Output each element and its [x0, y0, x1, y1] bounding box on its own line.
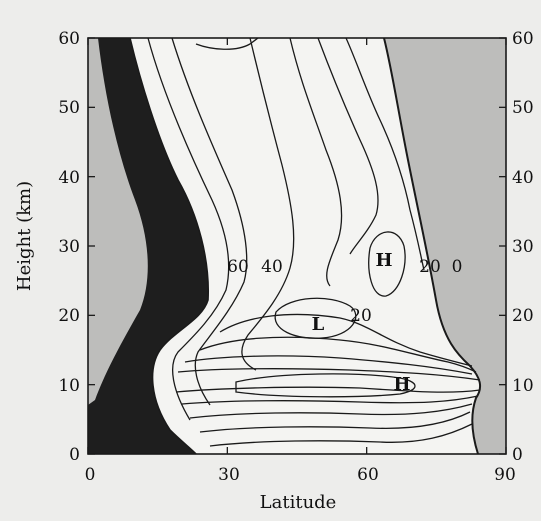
contour-label: 60: [227, 257, 249, 277]
y-tick-left-label: 0: [69, 445, 80, 465]
y-tick-right-label: 60: [512, 29, 534, 49]
contour-line: [147, 37, 230, 421]
y-tick-left-label: 40: [58, 168, 80, 188]
y-axis-left-labels: 0 10 20 30 40 50 60: [58, 29, 80, 465]
polar-shaded-region: [384, 38, 506, 454]
contour-line: [184, 355, 473, 375]
x-tick-label: 0: [85, 465, 96, 485]
contour-line: [317, 37, 379, 255]
contour-label: 20: [419, 257, 441, 277]
y-axis-right-labels: 0 10 20 30 40 50 60: [512, 29, 534, 465]
tick-marks: [87, 37, 507, 455]
contour-line: [195, 37, 259, 50]
y-axis-title: Height (km): [14, 181, 35, 291]
contour-line: [241, 37, 295, 371]
contour-line: [171, 37, 248, 406]
contour-high-center-upper: [368, 231, 406, 297]
contour-line: [209, 423, 473, 447]
extremum-low-label: L: [312, 314, 325, 335]
y-tick-left-label: 60: [58, 29, 80, 49]
extremum-high-lower-label: H: [393, 374, 410, 395]
contour-line: [219, 313, 473, 367]
y-tick-right-label: 10: [512, 376, 534, 396]
contour-value-labels: 60 40 20 20 0: [227, 257, 462, 326]
x-axis-title: Latitude: [260, 492, 337, 513]
y-tick-right-label: 30: [512, 237, 534, 257]
y-tick-left-label: 10: [58, 376, 80, 396]
extremum-high-upper-label: H: [375, 250, 392, 271]
contour-line: [177, 368, 481, 381]
contour-lines: [129, 37, 482, 455]
x-axis-labels: 0 30 60 90: [85, 465, 516, 485]
contour-line: [199, 411, 471, 433]
contour-label: 0: [452, 257, 463, 277]
contour-low-center: [274, 297, 357, 339]
contour-line: [199, 336, 477, 373]
contour-label: 20: [350, 306, 372, 326]
contour-line: [181, 395, 479, 405]
contour-high-center-lower: [235, 373, 416, 398]
equatorial-shaded-region: [88, 38, 209, 454]
y-tick-right-label: 20: [512, 306, 534, 326]
x-tick-label: 60: [357, 465, 379, 485]
x-tick-label: 90: [494, 465, 516, 485]
y-tick-left-label: 20: [58, 306, 80, 326]
y-tick-right-label: 50: [512, 98, 534, 118]
y-tick-right-label: 0: [512, 445, 523, 465]
contour-line: [289, 37, 343, 287]
contour-equatorial-edge: [129, 37, 210, 455]
contour-line: [175, 386, 481, 393]
x-tick-label: 30: [218, 465, 240, 485]
extremum-labels: H L H: [312, 250, 411, 395]
y-tick-left-label: 30: [58, 237, 80, 257]
equatorial-light-strip: [88, 38, 148, 405]
contour-label: 40: [261, 257, 283, 277]
contour-line: [345, 37, 425, 271]
contour-0: [383, 37, 482, 455]
y-tick-right-label: 40: [512, 168, 534, 188]
contour-line: [189, 403, 473, 419]
y-tick-left-label: 50: [58, 98, 80, 118]
